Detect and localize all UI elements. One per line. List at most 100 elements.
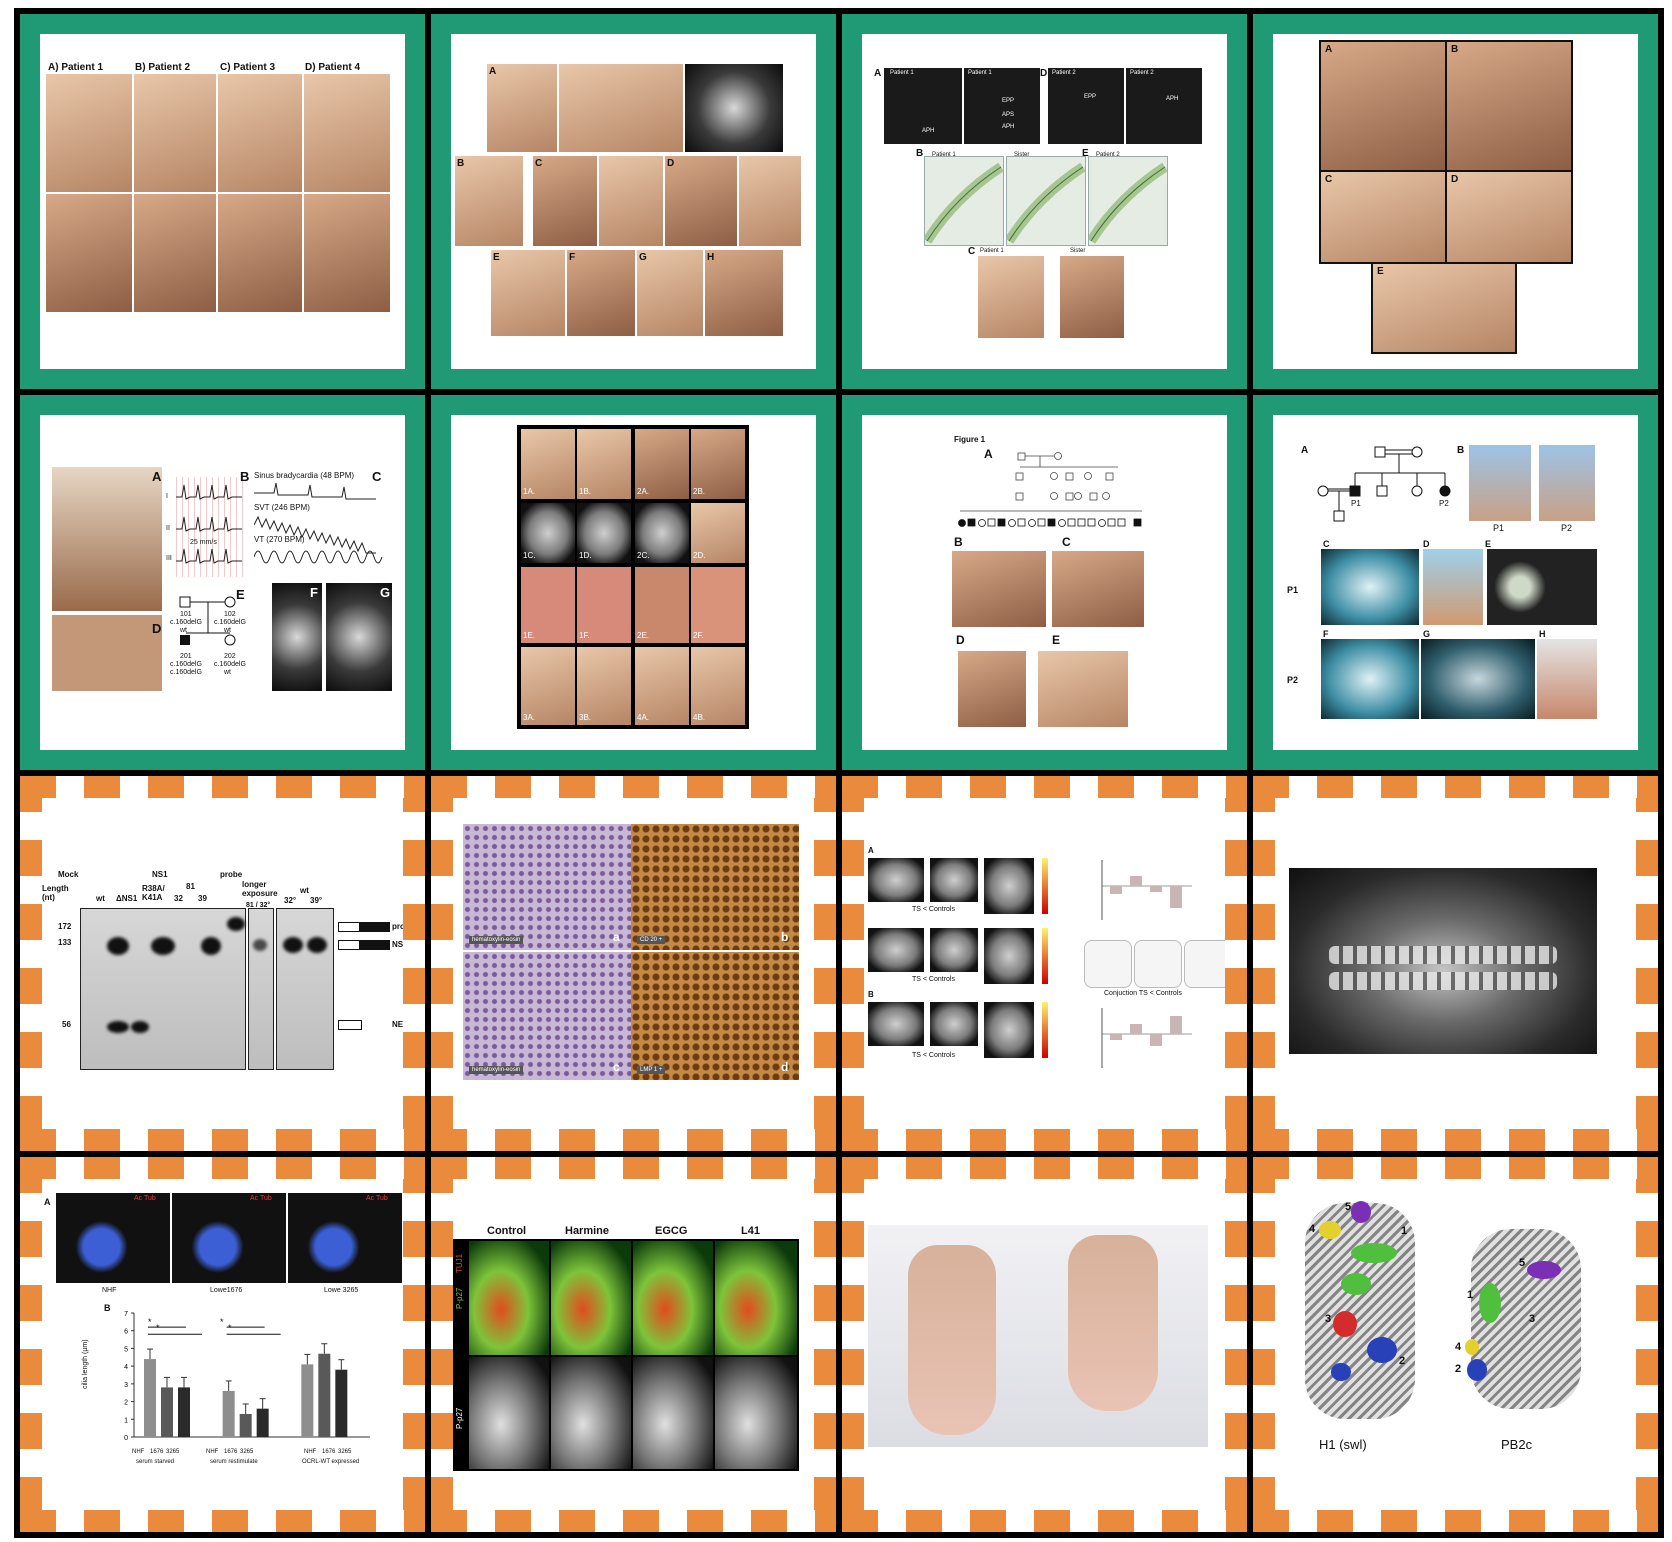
patient-photo xyxy=(218,194,302,312)
pedigree-genotype: c.160delG xyxy=(214,661,246,668)
lane-header: probe xyxy=(220,870,243,879)
size-marker: 56 xyxy=(62,1020,71,1029)
channel-label: P-p27 xyxy=(455,1407,464,1429)
right-foot xyxy=(1068,1235,1158,1411)
hands-photo xyxy=(1445,170,1573,264)
patient-photo xyxy=(1469,445,1531,521)
panel-label: E xyxy=(1052,633,1061,647)
patient-photo xyxy=(952,551,1046,627)
bar-label: NHF xyxy=(206,1449,219,1455)
panel-label: B xyxy=(916,148,924,159)
significance-mark: * xyxy=(148,1317,152,1327)
panel-label: B xyxy=(1451,44,1459,55)
y-tick-label: 6 xyxy=(124,1329,128,1336)
patient-photo xyxy=(635,429,689,499)
lane-header: longer exposure xyxy=(242,880,278,898)
tile-protein-structures: 5 4 1 3 2 H1 (swl) 5 1 3 4 2 PB2c xyxy=(1253,1157,1658,1532)
band-label: probe xyxy=(392,922,403,931)
blot-band xyxy=(307,937,327,953)
panel-label: B xyxy=(1457,445,1465,456)
hands-photo xyxy=(1038,651,1128,727)
lead-label: I xyxy=(166,493,168,500)
hand-photo xyxy=(1423,549,1483,625)
fluorescence-image xyxy=(633,1241,713,1355)
lead-label: II xyxy=(166,525,170,532)
stain-caption: hematoxylin-eosin xyxy=(469,936,524,944)
pedigree-id: P1 xyxy=(1351,499,1361,508)
significance-mark: * xyxy=(220,1317,224,1327)
hand-photo xyxy=(691,567,745,643)
hand-xray xyxy=(685,64,783,152)
tile-panel: 5 4 1 3 2 H1 (swl) 5 1 3 4 2 PB2c xyxy=(1275,1179,1636,1510)
bar-label: 3265 xyxy=(240,1449,254,1455)
panel-label: B xyxy=(954,535,963,549)
site-label: 1 xyxy=(1401,1225,1408,1237)
pedigree-genotype: wt xyxy=(180,627,187,634)
site-label: 1 xyxy=(1467,1289,1474,1301)
band-label: NEP xyxy=(392,1020,403,1029)
tile-panel: Mock NS1 probe Length (nt) wt ΔNS1 R38A/… xyxy=(42,798,403,1129)
photo-grid: 1A. 1B. 2A. 2B. 1C. 1D. 2C. 2D. 1E. 1F. … xyxy=(517,425,749,729)
left-foot xyxy=(908,1245,996,1435)
blot-band xyxy=(253,939,267,951)
bar xyxy=(335,1369,348,1437)
bar xyxy=(178,1387,190,1437)
patient-photo xyxy=(567,250,635,336)
lane-header: ΔNS1 xyxy=(116,894,138,903)
grayscale-image xyxy=(715,1357,797,1469)
pedigree-id: 201 xyxy=(180,653,192,660)
pedigree-chart xyxy=(958,452,1142,527)
site-label: 5 xyxy=(1345,1201,1352,1213)
y-tick-label: 5 xyxy=(124,1346,128,1353)
panel-label: F xyxy=(569,252,576,263)
lane-header: 32° xyxy=(284,896,297,905)
tile-ecg-pedigree: A D B I II III 25 mm/s C Sinus bradycard… xyxy=(20,395,425,770)
contrast-caption: Conjuction TS < Controls xyxy=(1104,990,1182,997)
lane-header: wt xyxy=(96,894,105,903)
residue-cluster xyxy=(1351,1201,1371,1223)
pedigree-genotype: wt xyxy=(224,669,231,676)
patient-photo xyxy=(637,250,703,336)
tile-panel: Control Harmine EGCG L41 P-p27 TUJ1 P-p2… xyxy=(453,1179,814,1510)
patient-photo xyxy=(978,256,1044,338)
residue-cluster xyxy=(1333,1311,1357,1337)
tile-panel xyxy=(864,1179,1225,1510)
tile-panel: A P1 P2 B P1 P2 C D xyxy=(1273,415,1638,750)
brain-slice xyxy=(868,1002,924,1046)
hand-xray xyxy=(326,583,392,691)
residue-cluster xyxy=(1479,1283,1501,1323)
pedigree-id: 101 xyxy=(180,611,192,618)
scan-annotation: EPP xyxy=(1002,98,1015,104)
tile-pedigree-photos: Figure 1 A B C D E xyxy=(842,395,1247,770)
brain-mri xyxy=(577,503,631,563)
panel-label: C xyxy=(968,246,976,257)
panel-label: 3A. xyxy=(523,713,536,722)
ecg-scale: 25 mm/s xyxy=(190,539,217,546)
grayscale-image xyxy=(469,1357,549,1469)
cell-image xyxy=(288,1193,402,1283)
residue-cluster xyxy=(1527,1261,1561,1279)
bar-label: 1676 xyxy=(150,1449,164,1455)
tile-face-hands-feet: A B C D E xyxy=(1253,14,1658,389)
site-label: 2 xyxy=(1455,1363,1462,1375)
lane-header: R38A/ K41A xyxy=(142,884,165,902)
scan-annotation: APS xyxy=(1002,112,1015,118)
column-header: Harmine xyxy=(565,1225,610,1237)
photo-caption: P1 xyxy=(1493,523,1505,533)
patient-photo xyxy=(739,156,801,246)
panel-label: 2E. xyxy=(637,631,650,640)
chart-svg: 0 1 2 3 4 5 6 7 xyxy=(124,1311,370,1442)
patient-photo xyxy=(691,647,745,725)
tile-panel: hematoxylin-eosin a CD 20 + b hematoxyli… xyxy=(453,798,814,1129)
pedigree-id: 102 xyxy=(224,611,236,618)
column-header: L41 xyxy=(741,1225,760,1237)
patient-photo xyxy=(1052,551,1144,627)
y-tick-label: 0 xyxy=(124,1435,128,1442)
significance-mark: * xyxy=(156,1323,160,1333)
residue-cluster xyxy=(1367,1337,1397,1363)
site-label: 4 xyxy=(1455,1341,1462,1353)
contrast-caption: TS < Controls xyxy=(912,906,955,913)
panel-label: C xyxy=(372,469,382,484)
scan-annotation: APH xyxy=(1166,96,1179,102)
fluorescence-image xyxy=(551,1241,631,1355)
